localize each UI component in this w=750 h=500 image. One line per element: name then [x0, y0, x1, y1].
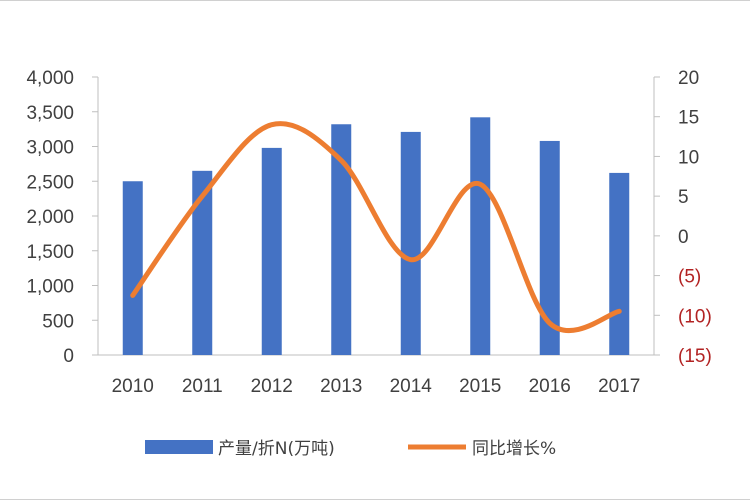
left-tick-labels: 0 500 1,000 1,500 2,000 2,500 3,000 3,500 4,000	[26, 68, 98, 367]
left-tick-label: 4,000	[26, 68, 74, 89]
bar-2014	[400, 131, 421, 355]
x-tick-label: 2013	[320, 376, 362, 397]
legend-line-label: 同比增长%	[472, 439, 556, 459]
bar-2017	[609, 172, 630, 355]
left-tick-label: 3,500	[26, 103, 74, 124]
left-tick-label: 500	[42, 311, 74, 332]
legend-bar-label: 产量/折N(万吨)	[218, 439, 335, 459]
x-tick-label: 2011	[182, 376, 223, 397]
right-tick-label: (5)	[678, 267, 701, 288]
line-series	[130, 121, 622, 333]
right-tick-label: (15)	[678, 346, 712, 367]
left-tick-label: 3,000	[26, 138, 74, 159]
bar-2016	[539, 140, 560, 355]
left-tick-label: 2,000	[26, 207, 74, 228]
bar-2012	[261, 147, 282, 355]
legend-bar-swatch	[145, 440, 213, 454]
bar-2011	[192, 170, 213, 355]
right-tick-labels: (15) (10) (5) 0 5 10 15 20	[654, 68, 712, 367]
x-tick-label: 2014	[390, 376, 433, 397]
x-tick-label: 2017	[598, 376, 640, 397]
right-tick-label: 0	[678, 227, 689, 248]
right-tick-label: 15	[678, 108, 699, 129]
x-tick-label: 2016	[529, 376, 571, 397]
bar-series	[122, 117, 630, 355]
bar-2010	[122, 181, 143, 355]
right-tick-label: 10	[678, 147, 699, 168]
legend: 产量/折N(万吨) 同比增长%	[145, 439, 556, 459]
bar-2013	[331, 124, 352, 355]
x-tick-label: 2012	[251, 376, 293, 397]
x-tick-label: 2010	[112, 376, 154, 397]
x-tick-label: 2015	[459, 376, 501, 397]
left-tick-label: 2,500	[26, 172, 74, 193]
left-tick-label: 1,000	[26, 277, 74, 298]
bar-2015	[470, 117, 491, 355]
left-tick-label: 1,500	[26, 242, 74, 263]
growth-line	[130, 121, 622, 333]
x-tick-labels: 2010 2011 2012 2013 2014 2015 2016 2017	[112, 376, 641, 397]
right-tick-label: 5	[678, 187, 689, 208]
right-tick-label: 20	[678, 68, 699, 89]
right-tick-label: (10)	[678, 306, 712, 327]
left-tick-label: 0	[63, 346, 74, 367]
